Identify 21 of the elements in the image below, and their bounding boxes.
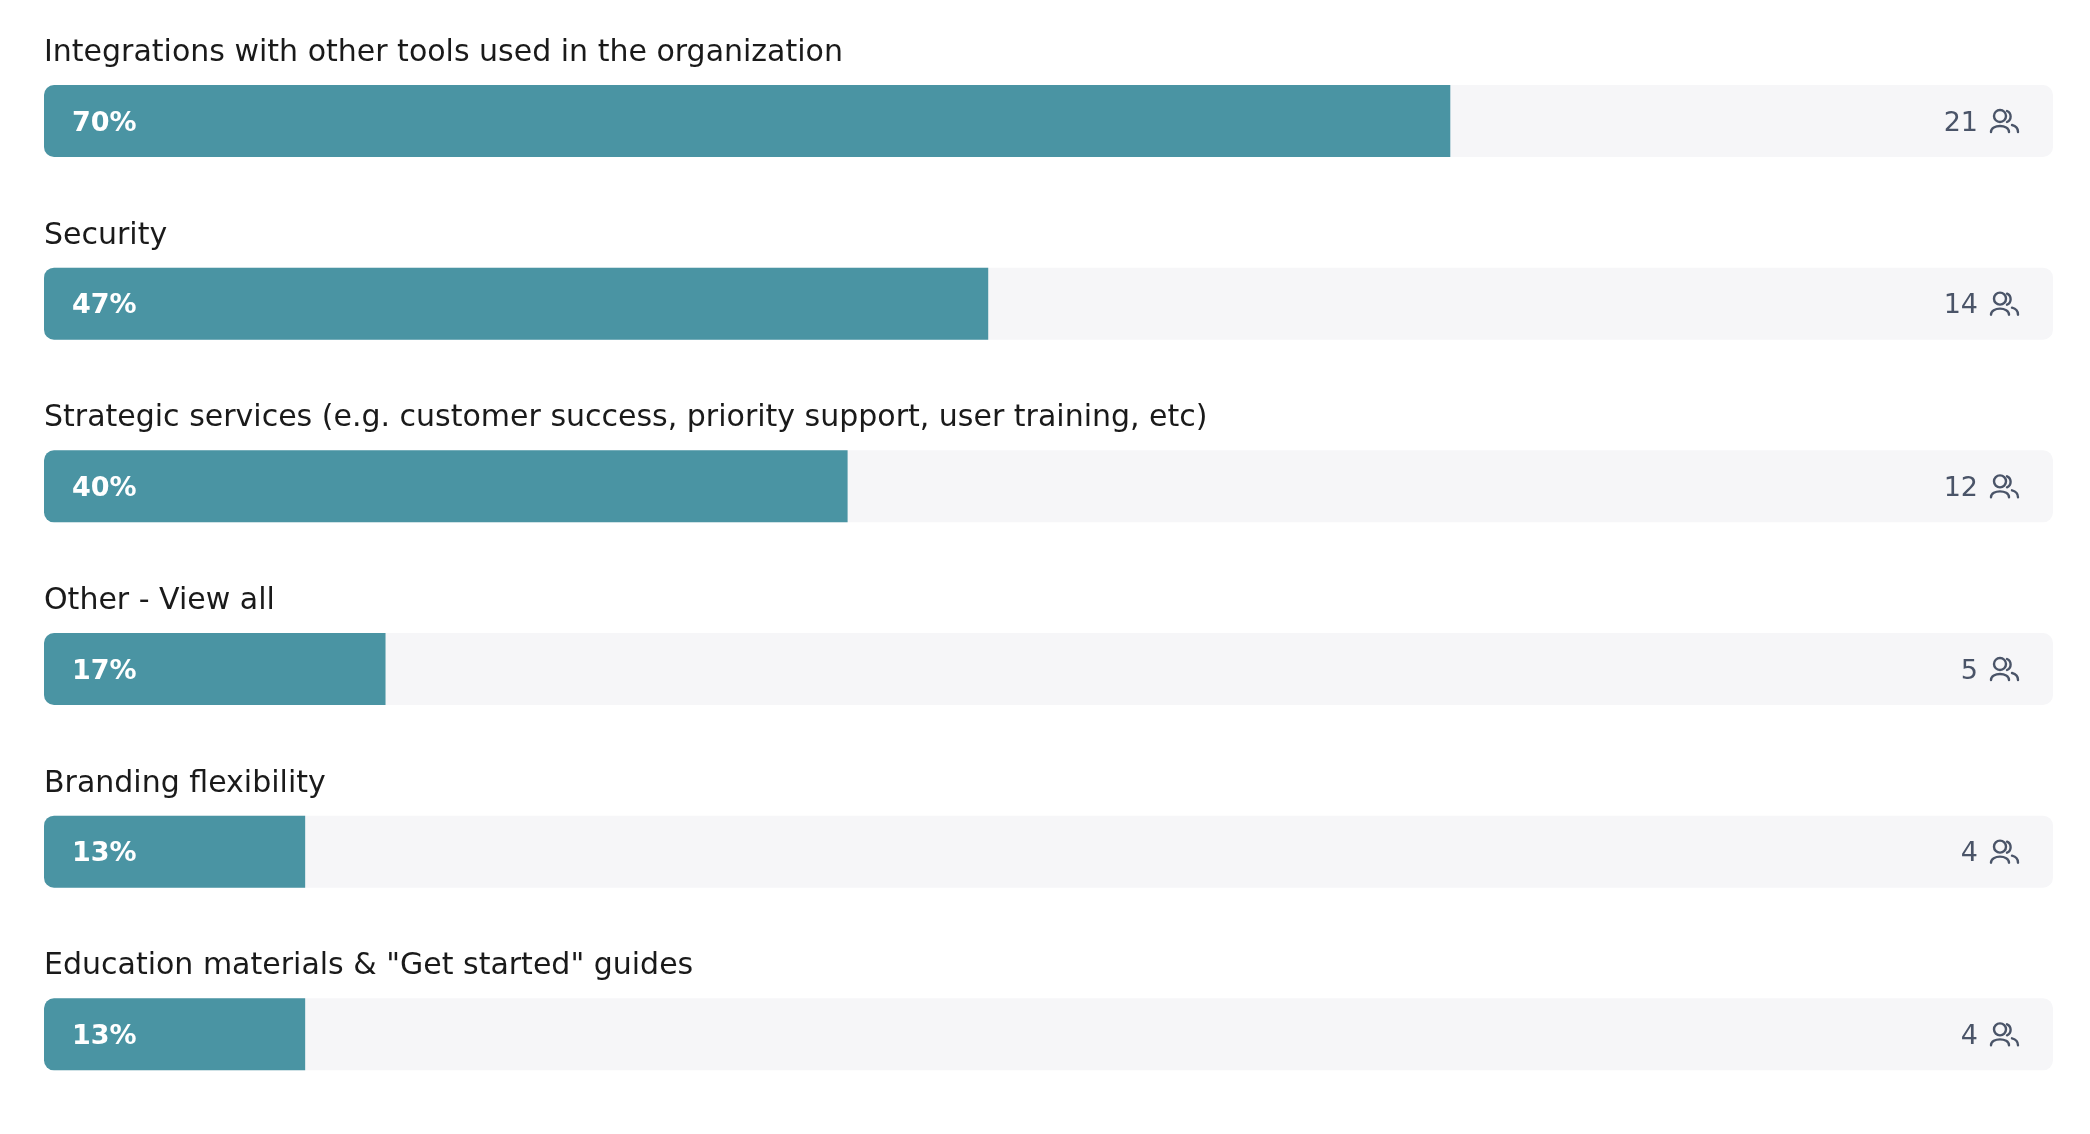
annotation: 21 xyxy=(1943,105,1978,137)
data-label: 13% xyxy=(72,836,137,868)
data-label: 47% xyxy=(72,288,137,320)
y-tick-label: Integrations with other tools used in the organization xyxy=(44,33,843,68)
annotation: 4 xyxy=(1960,1018,1978,1050)
y-tick-label: Branding flexibility xyxy=(44,763,326,799)
y-tick-label: Other - View all xyxy=(44,581,275,616)
annotation: 12 xyxy=(1943,470,1978,502)
data-label: 17% xyxy=(72,653,137,685)
data-label: 70% xyxy=(72,105,137,137)
annotation: 4 xyxy=(1960,836,1978,868)
data-label: 40% xyxy=(72,470,137,502)
data-label: 13% xyxy=(72,1018,137,1050)
bar xyxy=(44,633,386,705)
annotation: 14 xyxy=(1943,288,1978,320)
y-tick-label: Strategic services (e.g. customer success, priority support, user training, etc) xyxy=(44,398,1208,434)
bar xyxy=(44,815,306,888)
y-tick-label: Security xyxy=(44,215,168,251)
bar xyxy=(44,998,306,1071)
annotation: 5 xyxy=(1960,653,1978,685)
y-tick-label: Education materials & "Get started" guides xyxy=(44,946,694,982)
